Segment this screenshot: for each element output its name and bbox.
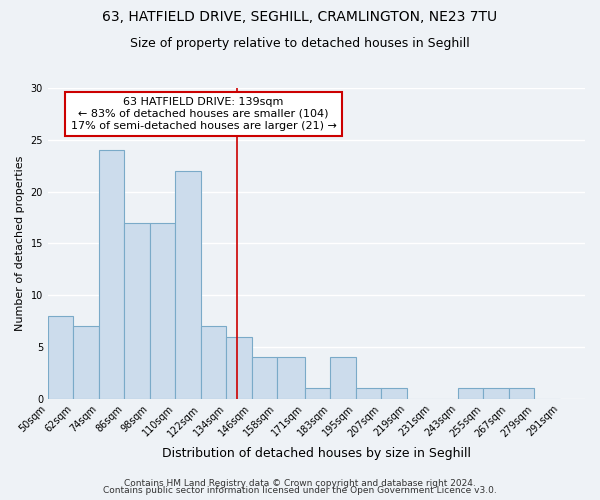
Bar (48, 316, 73, 399)
Bar (509, 388, 534, 399)
Bar (124, 222, 150, 399)
Bar (226, 336, 252, 399)
Bar (381, 388, 407, 399)
Bar (99, 150, 124, 399)
Bar (150, 222, 175, 399)
Text: 63 HATFIELD DRIVE: 139sqm
← 83% of detached houses are smaller (104)
17% of semi: 63 HATFIELD DRIVE: 139sqm ← 83% of detac… (71, 98, 337, 130)
Text: Size of property relative to detached houses in Seghill: Size of property relative to detached ho… (130, 38, 470, 51)
Bar (73, 326, 99, 399)
X-axis label: Distribution of detached houses by size in Seghill: Distribution of detached houses by size … (162, 447, 471, 460)
Bar (201, 326, 226, 399)
Bar (330, 358, 356, 399)
Text: Contains HM Land Registry data © Crown copyright and database right 2024.: Contains HM Land Registry data © Crown c… (124, 478, 476, 488)
Bar (277, 358, 305, 399)
Bar (305, 388, 330, 399)
Bar (175, 171, 201, 399)
Text: 63, HATFIELD DRIVE, SEGHILL, CRAMLINGTON, NE23 7TU: 63, HATFIELD DRIVE, SEGHILL, CRAMLINGTON… (103, 10, 497, 24)
Bar (252, 358, 277, 399)
Bar (483, 388, 509, 399)
Bar (356, 388, 381, 399)
Bar (458, 388, 483, 399)
Y-axis label: Number of detached properties: Number of detached properties (15, 156, 25, 331)
Text: Contains public sector information licensed under the Open Government Licence v3: Contains public sector information licen… (103, 486, 497, 495)
